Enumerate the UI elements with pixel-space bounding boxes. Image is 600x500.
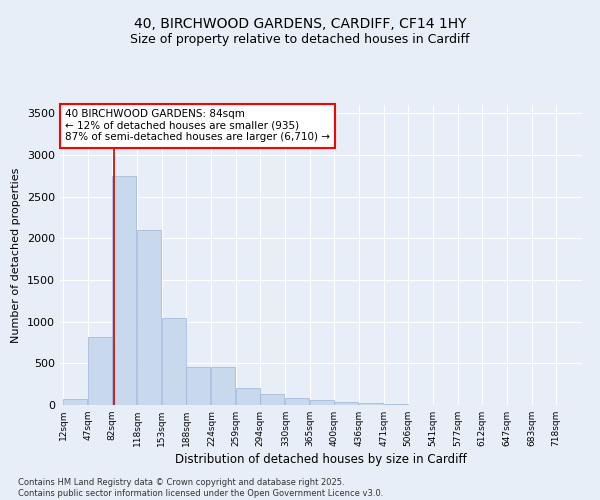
Text: Contains HM Land Registry data © Crown copyright and database right 2025.
Contai: Contains HM Land Registry data © Crown c…: [18, 478, 383, 498]
Bar: [211, 366, 235, 405]
Bar: [112, 176, 136, 405]
X-axis label: Distribution of detached houses by size in Cardiff: Distribution of detached houses by size …: [175, 453, 467, 466]
Bar: [187, 366, 210, 405]
Text: 40, BIRCHWOOD GARDENS, CARDIFF, CF14 1HY: 40, BIRCHWOOD GARDENS, CARDIFF, CF14 1HY: [134, 18, 466, 32]
Bar: [384, 404, 407, 405]
Bar: [286, 398, 309, 405]
Bar: [359, 404, 383, 405]
Bar: [88, 336, 112, 405]
Bar: [334, 402, 358, 405]
Bar: [137, 230, 161, 405]
Bar: [236, 388, 260, 405]
Text: 40 BIRCHWOOD GARDENS: 84sqm
← 12% of detached houses are smaller (935)
87% of se: 40 BIRCHWOOD GARDENS: 84sqm ← 12% of det…: [65, 109, 330, 142]
Bar: [64, 399, 87, 405]
Bar: [162, 318, 185, 405]
Text: Size of property relative to detached houses in Cardiff: Size of property relative to detached ho…: [130, 32, 470, 46]
Y-axis label: Number of detached properties: Number of detached properties: [11, 168, 22, 342]
Bar: [260, 394, 284, 405]
Bar: [310, 400, 334, 405]
